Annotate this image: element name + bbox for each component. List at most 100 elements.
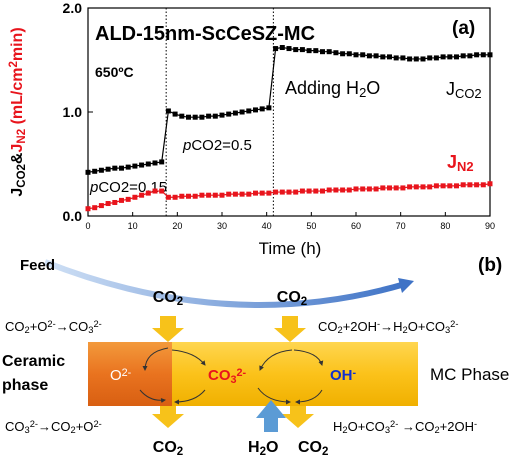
reaction: CO2+2OH-→H2O+CO32- <box>318 319 458 335</box>
text-part: CO <box>153 289 177 306</box>
data-point <box>306 48 312 54</box>
reaction: H2O+CO32- →CO2+2OH- <box>333 419 477 435</box>
flow-arrow <box>274 316 306 342</box>
data-point <box>273 189 279 195</box>
data-point <box>487 52 493 58</box>
text-part: J <box>9 188 26 197</box>
label: H2O <box>248 439 278 458</box>
data-point <box>139 192 145 198</box>
flow-arrow <box>152 316 184 342</box>
data-point <box>219 112 225 118</box>
data-point <box>246 191 252 197</box>
data-point <box>373 186 379 192</box>
text-part: 2 <box>25 325 30 335</box>
data-point <box>85 206 91 212</box>
data-point <box>165 194 171 200</box>
text-part: Adding H <box>285 78 359 98</box>
data-point <box>219 192 225 198</box>
text-part: →CO <box>56 319 89 334</box>
ion: O2- <box>110 367 132 384</box>
text-part: 2 <box>338 325 343 335</box>
text-part: +O <box>30 319 48 334</box>
cycle-arrow <box>293 349 324 366</box>
data-point <box>186 193 191 199</box>
text-part: 2- <box>93 319 101 329</box>
data-point <box>259 190 265 196</box>
data-point <box>366 186 372 192</box>
cycle-arrow <box>295 389 323 405</box>
ceramic-phase <box>88 342 172 406</box>
text-part: phase <box>2 377 48 394</box>
text-part: Ceramic <box>2 353 65 370</box>
data-point <box>192 193 198 199</box>
data-point <box>286 189 292 195</box>
data-point <box>313 48 319 54</box>
data-point <box>333 50 339 56</box>
text-part: CO2 <box>455 86 482 101</box>
text-part: +2OH <box>343 319 377 334</box>
data-point <box>474 182 480 188</box>
data-point <box>172 194 178 200</box>
text-part: - <box>474 419 477 429</box>
data-point <box>125 164 131 170</box>
cycle-arrow <box>257 387 291 405</box>
label: Feed <box>20 257 55 274</box>
text-part: →CO <box>398 419 434 434</box>
data-point <box>373 53 379 59</box>
data-point <box>393 185 399 191</box>
label: CO2 <box>298 439 328 458</box>
text-part: O <box>366 78 380 98</box>
flow-arrow <box>282 406 314 428</box>
text-part: CO <box>318 319 338 334</box>
text-part: 2 <box>434 425 439 435</box>
text-part: 2- <box>122 367 132 379</box>
data-point <box>199 192 205 198</box>
x-tick-label: 90 <box>485 221 495 231</box>
text-part: CO <box>5 419 25 434</box>
data-point <box>400 55 406 61</box>
text-part: 3 <box>88 325 93 335</box>
data-point <box>98 167 104 173</box>
text-part: CO <box>5 319 25 334</box>
text-part: 3 <box>231 374 237 386</box>
data-point <box>333 187 339 193</box>
data-point <box>132 163 138 169</box>
text-part: 2 <box>403 325 408 335</box>
data-point <box>320 188 325 194</box>
data-point <box>119 197 124 203</box>
data-point <box>360 52 366 58</box>
text-part: OH <box>330 367 353 384</box>
text-part: 3 <box>25 425 30 435</box>
text-part: CO <box>298 439 322 456</box>
text-part: - <box>353 367 357 379</box>
data-point <box>407 184 413 190</box>
mc-phase <box>172 342 418 406</box>
text-part: MC Phase <box>430 365 509 384</box>
data-point <box>346 187 352 193</box>
data-point <box>340 187 346 193</box>
text-part: J <box>9 144 26 153</box>
data-point <box>360 186 366 192</box>
text-part: & <box>9 152 26 164</box>
data-point <box>212 113 218 119</box>
data-point <box>145 161 151 167</box>
data-point <box>293 189 299 195</box>
annotation: Adding H2O <box>285 78 380 100</box>
text-part: +O <box>76 419 94 434</box>
annotation: 650ºC <box>95 64 134 80</box>
data-point <box>299 188 305 194</box>
text-part: p <box>182 137 191 154</box>
data-point <box>326 49 332 55</box>
annotation: pCO2=0.5 <box>182 137 252 154</box>
data-point <box>266 105 272 111</box>
ion: OH- <box>330 367 357 384</box>
data-point <box>145 190 151 196</box>
feed-arrow-head <box>398 278 414 293</box>
data-point <box>192 114 198 120</box>
data-point <box>212 192 218 198</box>
data-point <box>353 52 359 58</box>
data-point <box>179 113 185 119</box>
data-point <box>259 106 265 112</box>
data-point <box>139 162 145 168</box>
data-point <box>85 169 91 175</box>
